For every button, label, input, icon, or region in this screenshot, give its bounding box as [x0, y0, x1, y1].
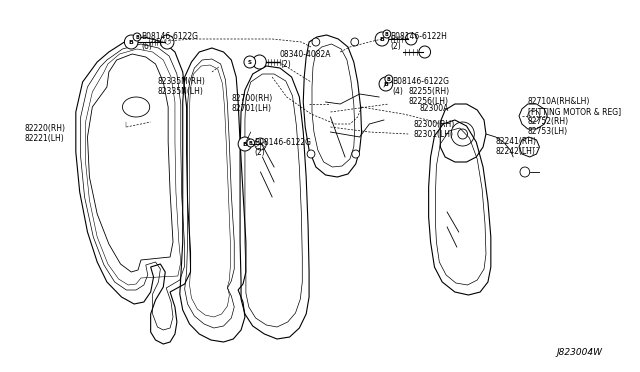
Text: B: B: [135, 35, 139, 39]
Circle shape: [255, 138, 266, 150]
Circle shape: [312, 38, 320, 46]
Circle shape: [253, 55, 266, 69]
Text: 82335M(RH)
82335N(LH): 82335M(RH) 82335N(LH): [157, 77, 205, 96]
Circle shape: [124, 35, 138, 49]
Circle shape: [375, 32, 388, 46]
Text: B: B: [243, 141, 248, 147]
Text: B: B: [380, 36, 385, 42]
Text: B08146-6122G
(6): B08146-6122G (6): [141, 32, 198, 51]
Text: B: B: [387, 77, 390, 81]
Text: 82300A: 82300A: [420, 104, 449, 113]
Text: 82752(RH)
82753(LH): 82752(RH) 82753(LH): [528, 117, 569, 137]
Circle shape: [383, 30, 391, 38]
Text: 82700(RH)
82701(LH): 82700(RH) 82701(LH): [231, 94, 273, 113]
Text: J823004W: J823004W: [557, 348, 603, 357]
Text: 82241(RH)
82242(LH): 82241(RH) 82242(LH): [496, 137, 537, 156]
Circle shape: [351, 38, 358, 46]
Circle shape: [161, 35, 174, 49]
Circle shape: [307, 150, 315, 158]
Circle shape: [133, 33, 141, 41]
Text: B: B: [129, 39, 134, 45]
Text: 82300(RH)
82301(LH): 82300(RH) 82301(LH): [413, 120, 454, 140]
Text: B: B: [249, 141, 253, 145]
Circle shape: [385, 75, 393, 83]
Circle shape: [379, 77, 393, 91]
Circle shape: [352, 150, 360, 158]
Circle shape: [405, 33, 417, 45]
Text: 82710A(RH&LH)
[FITTING MOTOR & REG]: 82710A(RH&LH) [FITTING MOTOR & REG]: [528, 97, 621, 116]
Circle shape: [244, 56, 255, 68]
Text: B: B: [385, 32, 388, 36]
Circle shape: [238, 137, 252, 151]
Circle shape: [247, 139, 255, 147]
Text: B08146-6122H
(2): B08146-6122H (2): [391, 32, 447, 51]
Text: 82255(RH)
82256(LH): 82255(RH) 82256(LH): [408, 87, 449, 106]
Text: 08340-4082A
(2): 08340-4082A (2): [280, 50, 332, 70]
Circle shape: [419, 46, 431, 58]
Text: B: B: [383, 81, 388, 87]
Text: B08146-6122G
(4): B08146-6122G (4): [393, 77, 450, 96]
Text: S: S: [248, 60, 252, 64]
Text: B08146-6122G
(2): B08146-6122G (2): [255, 138, 312, 157]
Text: ⬡: ⬡: [163, 38, 171, 46]
Text: 82220(RH)
82221(LH): 82220(RH) 82221(LH): [24, 124, 65, 143]
